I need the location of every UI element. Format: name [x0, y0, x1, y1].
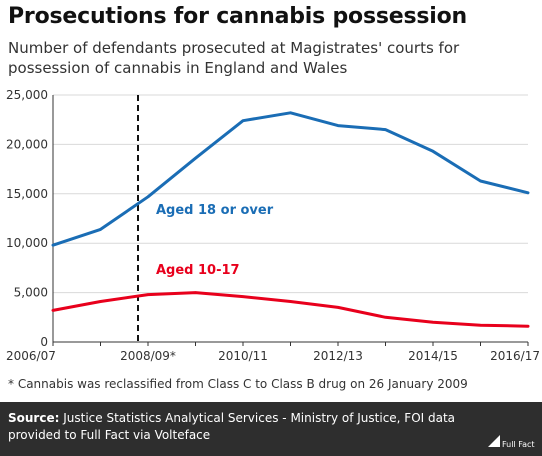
full-fact-logo-icon: Full Fact: [488, 435, 535, 449]
data-point: [431, 150, 435, 153]
x-tick-label: 2012/13: [313, 349, 363, 363]
series-line: [51, 111, 530, 247]
data-point: [99, 300, 102, 303]
line-chart: 0 5,000 10,000 15,000 20,000 25,000 2006/07 200…: [6, 88, 540, 363]
x-tick-label: 2008/09*: [120, 349, 176, 363]
data-point: [336, 306, 340, 309]
y-tick-label: 10,000: [6, 236, 48, 250]
y-tick-label: 15,000: [6, 187, 48, 201]
logo-text: Full Fact: [502, 440, 535, 449]
data-point: [194, 291, 197, 294]
data-point: [194, 157, 197, 160]
chart-title: Prosecutions for cannabis possession: [8, 4, 467, 29]
y-tick-label: 20,000: [6, 137, 48, 151]
x-tick-label: 2006/07: [6, 349, 56, 363]
data-point: [146, 293, 150, 296]
series-label: Aged 10-17: [156, 263, 240, 278]
data-point: [431, 321, 435, 324]
data-point: [479, 179, 482, 183]
data-point: [384, 128, 387, 131]
data-point: [289, 111, 292, 114]
x-tick-label: 2016/17: [490, 349, 540, 363]
data-point: [99, 228, 102, 231]
data-point: [384, 316, 387, 319]
source-label: Source:: [8, 411, 60, 425]
data-point: [336, 124, 340, 127]
data-point: [289, 300, 292, 303]
source-text: Source: Justice Statistics Analytical Se…: [8, 410, 478, 444]
y-tick-label: 0: [40, 335, 48, 349]
data-point: [51, 243, 55, 247]
data-point: [526, 191, 530, 195]
x-tick-label: 2014/15: [408, 349, 458, 363]
chart-subtitle: Number of defendants prosecuted at Magis…: [8, 39, 460, 77]
data-point: [526, 324, 530, 328]
data-point: [241, 119, 245, 122]
data-point: [241, 295, 245, 298]
source-description: Justice Statistics Analytical Services -…: [8, 411, 456, 442]
footnote: * Cannabis was reclassified from Class C…: [8, 377, 468, 391]
series-line: [51, 291, 530, 328]
y-tick-label: 25,000: [6, 88, 48, 102]
x-tick-label: 2010/11: [218, 349, 268, 363]
data-point: [51, 309, 55, 312]
data-point: [479, 324, 482, 327]
data-point: [146, 195, 150, 198]
y-tick-label: 5,000: [14, 286, 48, 300]
series-label: Aged 18 or over: [156, 203, 274, 218]
source-footer: Source: Justice Statistics Analytical Se…: [0, 402, 542, 456]
